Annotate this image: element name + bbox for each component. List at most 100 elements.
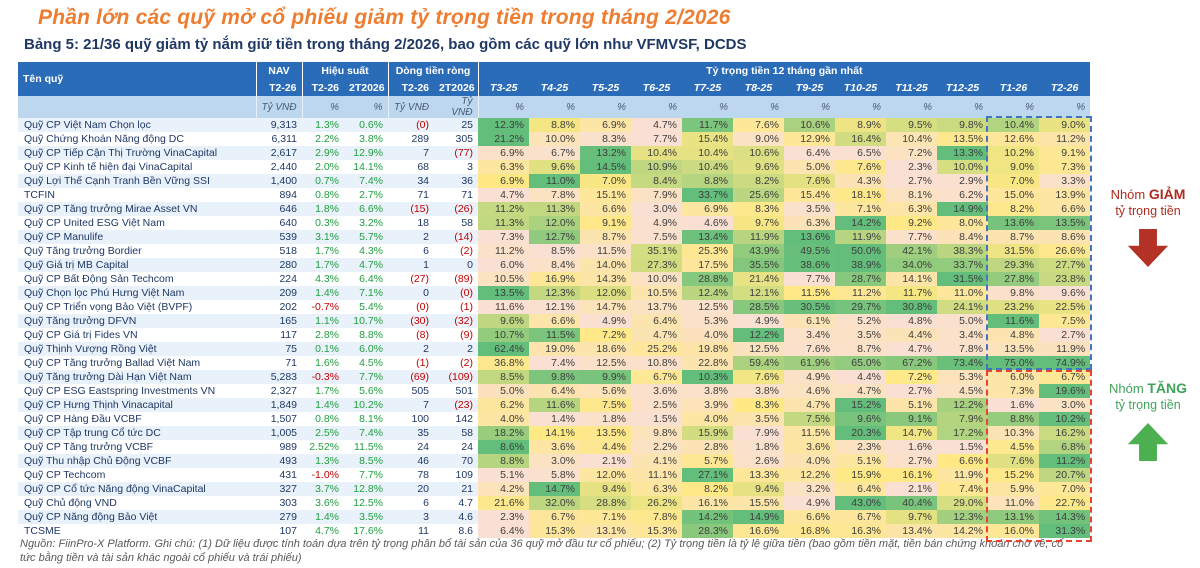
cash-weight-cell: 4.1% [631, 454, 682, 468]
cash-weight-cell: 67.2% [886, 356, 937, 370]
performance-cell: 1.4% [302, 286, 344, 300]
net-flow-cell: 36 [434, 174, 478, 188]
cash-weight-cell: 9.5% [886, 118, 937, 132]
cash-weight-cell: 5.0% [784, 160, 835, 174]
cash-weight-cell: 18.6% [580, 342, 631, 356]
cash-weight-cell: 23.2% [988, 300, 1039, 314]
fund-row: Quỹ CP Tăng trưởng VCBF9892.52%11.5%2424… [18, 440, 1090, 454]
cash-weight-cell: 6.1% [784, 314, 835, 328]
net-flow-cell: 4.7 [434, 496, 478, 510]
cash-weight-cell: 10.4% [631, 146, 682, 160]
cash-weight-cell: 12.1% [733, 286, 784, 300]
cash-weight-cell: 13.4% [886, 524, 937, 538]
performance-cell: 7.1% [344, 286, 388, 300]
cash-weight-cell: 12.3% [529, 286, 580, 300]
cash-weight-cell: 7.4% [937, 482, 988, 496]
cash-weight-cell: 7.5% [631, 230, 682, 244]
cash-weight-cell: 21.4% [733, 272, 784, 286]
cash-weight-cell: 15.1% [580, 188, 631, 202]
cash-weight-cell: 11.2% [1039, 132, 1090, 146]
net-flow-cell: 46 [388, 454, 434, 468]
cash-weight-cell: 22.5% [1039, 300, 1090, 314]
nav-cell: 894 [256, 188, 302, 202]
cash-weight-cell: 5.1% [478, 468, 529, 482]
cash-weight-cell: 3.6% [784, 440, 835, 454]
cash-weight-cell: 4.9% [631, 216, 682, 230]
performance-cell: 3.6% [302, 496, 344, 510]
cash-weight-cell: 4.5% [937, 384, 988, 398]
performance-cell: 1.4% [302, 398, 344, 412]
nav-cell: 2,617 [256, 146, 302, 160]
unit-cell: % [733, 96, 784, 118]
cash-weight-cell: 22.7% [1039, 496, 1090, 510]
cash-weight-cell: 15.9% [682, 426, 733, 440]
performance-cell: 0.7% [302, 174, 344, 188]
cash-weight-cell: 31.5% [988, 244, 1039, 258]
performance-cell: 0.8% [302, 412, 344, 426]
cash-weight-cell: 61.9% [784, 356, 835, 370]
cash-weight-cell: 5.1% [835, 454, 886, 468]
net-flow-cell: (2) [434, 244, 478, 258]
cash-weight-cell: 11.2% [478, 244, 529, 258]
cash-weight-cell: 11.9% [733, 230, 784, 244]
performance-cell: 7.7% [344, 370, 388, 384]
fund-name-cell: Quỹ CP Triển vọng Bảo Việt (BVPF) [18, 300, 256, 314]
fund-name-cell: Quỹ CP Manulife [18, 230, 256, 244]
fund-name-cell: Quỹ CP Hàng Đầu VCBF [18, 412, 256, 426]
cash-weight-cell: 25.2% [631, 342, 682, 356]
cash-weight-cell: 27.8% [988, 272, 1039, 286]
cash-weight-cell: 3.2% [784, 482, 835, 496]
cash-weight-cell: 5.1% [886, 398, 937, 412]
performance-cell: 10.2% [344, 398, 388, 412]
net-flow-cell: 3 [388, 510, 434, 524]
cash-weight-cell: 15.5% [733, 496, 784, 510]
nav-cell: 280 [256, 258, 302, 272]
performance-cell: 3.2% [344, 216, 388, 230]
cash-weight-cell: 4.5% [988, 440, 1039, 454]
cash-weight-cell: 2.3% [886, 160, 937, 174]
cash-weight-cell: 7.0% [1039, 482, 1090, 496]
cash-weight-cell: 7.6% [784, 342, 835, 356]
fund-name-cell: Quỹ Tăng trưởng Dài Hạn Việt Nam [18, 370, 256, 384]
performance-cell: 2.2% [302, 132, 344, 146]
fund-row: TCFIN8940.8%2.7%71714.7%7.8%15.1%7.9%33.… [18, 188, 1090, 202]
cash-weight-cell: 6.6% [784, 510, 835, 524]
performance-cell: 1.7% [302, 258, 344, 272]
unit-cell: % [344, 96, 388, 118]
fund-name-cell: Quỹ CP Kinh tế hiện đại VinaCapital [18, 160, 256, 174]
cash-weight-cell: 4.7% [784, 398, 835, 412]
nav-cell: 209 [256, 286, 302, 300]
cash-weight-cell: 9.9% [580, 370, 631, 384]
header-unit-row: Tỷ VNĐ%%Tỷ VNĐTỷ VNĐ%%%%%%%%%%%% [18, 96, 1090, 118]
cash-weight-cell: 3.8% [682, 384, 733, 398]
cash-weight-cell: 12.2% [937, 398, 988, 412]
cash-weight-cell: 6.7% [529, 146, 580, 160]
cash-weight-cell: 26.2% [631, 496, 682, 510]
cash-weight-cell: 16.4% [835, 132, 886, 146]
net-flow-cell: (8) [388, 328, 434, 342]
cash-weight-cell: 9.6% [835, 412, 886, 426]
fund-name-cell: Quỹ CP Tăng trưởng Ballad Việt Nam [18, 356, 256, 370]
cash-weight-cell: 40.4% [886, 496, 937, 510]
fund-row: Quỹ CP Triển vọng Bảo Việt (BVPF)202-0.7… [18, 300, 1090, 314]
cash-weight-cell: 16.0% [988, 524, 1039, 538]
cash-weight-cell: 3.6% [529, 440, 580, 454]
fund-name-cell: Quỹ CP Hưng Thịnh Vinacapital [18, 398, 256, 412]
cash-weight-cell: 4.2% [478, 482, 529, 496]
fund-name-cell: Quỹ Lợi Thế Cạnh Tranh Bền Vững SSI [18, 174, 256, 188]
cash-weight-cell: 14.2% [682, 510, 733, 524]
fund-name-cell: Quỹ CP United ESG Việt Nam [18, 216, 256, 230]
performance-cell: 8.8% [344, 328, 388, 342]
cash-weight-cell: 13.6% [988, 216, 1039, 230]
nav-cell: 71 [256, 356, 302, 370]
cash-weight-cell: 8.6% [478, 440, 529, 454]
performance-cell: -1.0% [302, 468, 344, 482]
nav-cell: 303 [256, 496, 302, 510]
net-flow-cell: (9) [434, 328, 478, 342]
unit-cell: % [682, 96, 733, 118]
cash-weight-cell: 7.8% [937, 342, 988, 356]
cash-weight-cell: 22.8% [682, 356, 733, 370]
unit-cell: % [1039, 96, 1090, 118]
cash-weight-cell: 38.3% [937, 244, 988, 258]
column-header-period: T6-25 [631, 79, 682, 96]
